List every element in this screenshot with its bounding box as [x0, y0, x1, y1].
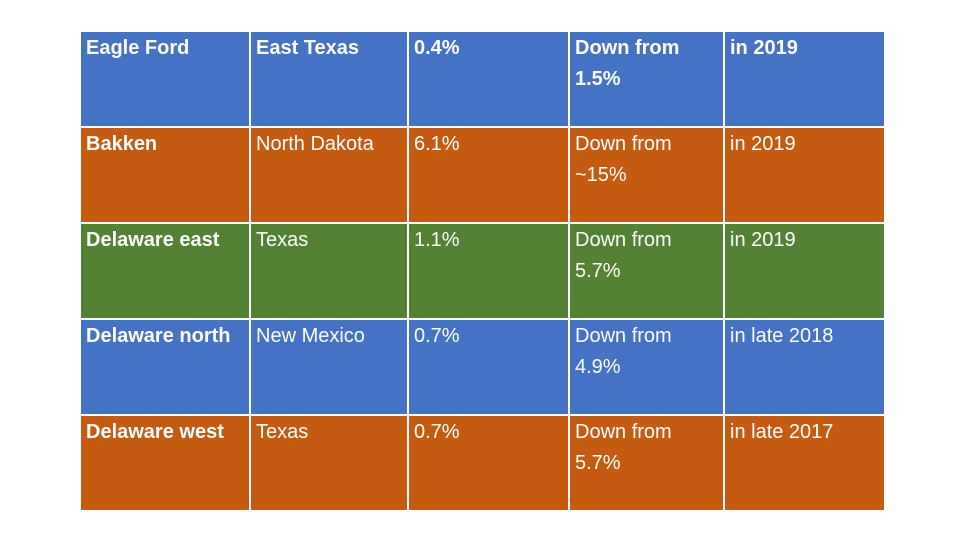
cell-decline: Down from 1.5%	[568, 30, 725, 128]
table-row: Delaware north New Mexico 0.7% Down from…	[79, 318, 886, 416]
cell-rate: 1.1%	[407, 222, 570, 320]
cell-rate: 6.1%	[407, 126, 570, 224]
cell-year: in 2019	[723, 126, 886, 224]
cell-location: New Mexico	[249, 318, 409, 416]
cell-location: Texas	[249, 414, 409, 512]
cell-play: Eagle Ford	[79, 30, 251, 128]
table-row: Bakken North Dakota 6.1% Down from ~15% …	[79, 126, 886, 224]
cell-rate: 0.7%	[407, 414, 570, 512]
table-row: Eagle Ford East Texas 0.4% Down from 1.5…	[79, 30, 886, 128]
cell-rate: 0.4%	[407, 30, 570, 128]
cell-play: Bakken	[79, 126, 251, 224]
cell-decline: Down from ~15%	[568, 126, 725, 224]
cell-play: Delaware north	[79, 318, 251, 416]
table-row: Delaware west Texas 0.7% Down from 5.7% …	[79, 414, 886, 512]
cell-decline: Down from 5.7%	[568, 414, 725, 512]
cell-year: in 2019	[723, 30, 886, 128]
cell-decline: Down from 4.9%	[568, 318, 725, 416]
cell-year: in late 2017	[723, 414, 886, 512]
cell-location: East Texas	[249, 30, 409, 128]
cell-year: in 2019	[723, 222, 886, 320]
cell-play: Delaware east	[79, 222, 251, 320]
oil-plays-table: Eagle Ford East Texas 0.4% Down from 1.5…	[79, 30, 886, 512]
cell-location: Texas	[249, 222, 409, 320]
cell-play: Delaware west	[79, 414, 251, 512]
cell-decline: Down from 5.7%	[568, 222, 725, 320]
cell-year: in late 2018	[723, 318, 886, 416]
cell-location: North Dakota	[249, 126, 409, 224]
cell-rate: 0.7%	[407, 318, 570, 416]
table-row: Delaware east Texas 1.1% Down from 5.7% …	[79, 222, 886, 320]
